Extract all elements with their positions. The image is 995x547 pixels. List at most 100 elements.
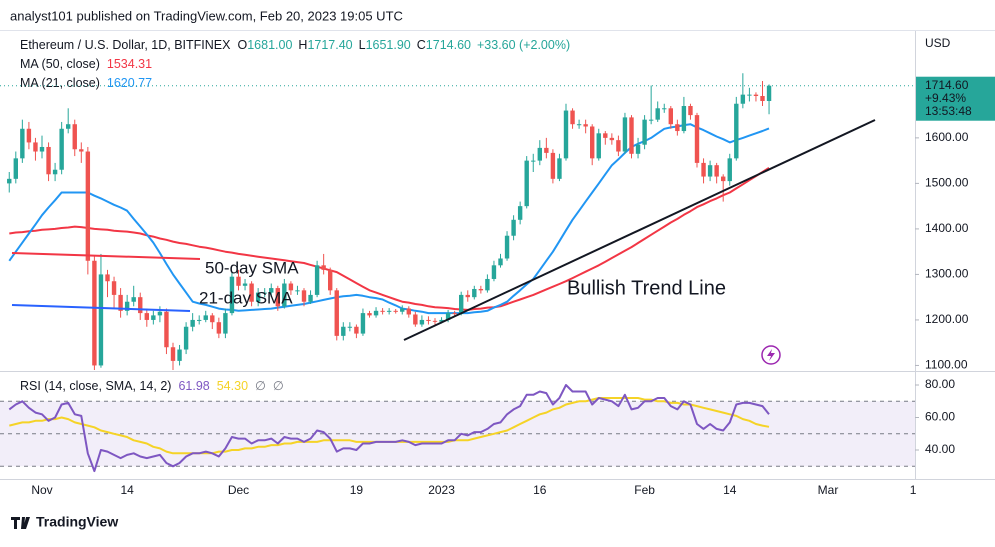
rsi-plot (0, 384, 915, 473)
event-icon-bolt (767, 349, 775, 361)
x-tick-label: 14 (723, 483, 737, 497)
legend-ohlc-label: O (237, 38, 247, 52)
rsi-tick-label: 80.00 (925, 377, 955, 391)
candle-body (295, 290, 300, 292)
legend-ohlc-label: C (417, 38, 426, 52)
countdown: 13:53:48 (925, 104, 972, 118)
candle-body (439, 319, 444, 322)
candle-body (721, 176, 726, 182)
candle-body (655, 108, 660, 120)
sma50-drawing (11, 252, 201, 260)
candle-body (229, 276, 235, 314)
y-tick-label: 1100.00 (925, 358, 968, 372)
candle-body (681, 106, 687, 132)
legend-rsi: RSI (14, close, SMA, 14, 2) 61.98 54.30 ∅ ∅ (20, 379, 284, 393)
legend-ma-value: 1620.77 (107, 76, 152, 90)
logo (11, 517, 30, 529)
legend-rsi-extra: ∅ (273, 379, 284, 393)
candle-body (13, 158, 18, 179)
candle-body (328, 269, 333, 291)
candle-body (98, 274, 104, 366)
legend-ma-name: MA (21, close) (20, 76, 100, 90)
candle-body (144, 313, 149, 320)
candle-body (629, 117, 634, 154)
candle-body (334, 290, 339, 336)
legend-ma-name: MA (50, close) (20, 57, 100, 71)
candle-body (760, 95, 765, 102)
legend-rsi-value: 61.98 (178, 379, 209, 393)
legend-rsi-value: 54.30 (217, 379, 248, 393)
candle-body (576, 124, 582, 126)
candle-body (465, 294, 470, 298)
legend-symbol: Ethereum / U.S. Dollar, 1D, BITFINEX (20, 38, 231, 52)
candle-body (72, 124, 77, 150)
candle-body (524, 160, 529, 207)
event-icon[interactable] (761, 345, 781, 365)
legend-ma: MA (50, close) 1534.31 (20, 57, 152, 71)
candle-body (675, 124, 680, 132)
x-tick-label: Mar (818, 483, 839, 497)
x-tick-label: Nov (31, 483, 52, 497)
candle-body (452, 313, 457, 315)
legend-ohlc-value: 1714.60 (426, 38, 471, 52)
x-tick-label: 14 (120, 483, 134, 497)
candle-body (517, 206, 523, 220)
candle-body (52, 169, 58, 175)
candle-body (118, 294, 123, 311)
candle-body (753, 94, 759, 96)
candle-body (105, 274, 110, 282)
candle-body (321, 265, 326, 270)
candle-body (557, 158, 562, 179)
header: analyst101 published on TradingView.com,… (10, 8, 403, 23)
candle-body (203, 315, 208, 320)
legend-ma: MA (21, close) 1620.77 (20, 76, 152, 90)
candle-body (688, 106, 693, 116)
candle-body (367, 313, 372, 316)
candle-body (531, 160, 536, 162)
candle-body (79, 149, 84, 152)
candle-body (288, 283, 294, 291)
candle-body (85, 151, 91, 261)
candle-body (46, 146, 51, 175)
candle-body (314, 265, 320, 295)
candle-body (648, 119, 654, 121)
candle-body (485, 278, 490, 291)
legend-ohlc-label: H (298, 38, 307, 52)
rsi-tick-label: 40.00 (925, 442, 955, 456)
legend-ohlc-value: 1681.00 (247, 38, 292, 52)
candle-body (701, 162, 706, 177)
candle-body (419, 319, 425, 325)
candle-body (190, 319, 195, 327)
candle-body (694, 115, 700, 163)
candle-body (242, 283, 248, 286)
candle-body (249, 283, 254, 302)
footer: TradingView (11, 514, 118, 530)
rsi-line (8, 384, 770, 473)
candle-body (308, 294, 313, 302)
candle-body (668, 108, 673, 125)
candle-body (504, 235, 510, 259)
candle-body (707, 165, 713, 177)
candle-body (347, 326, 353, 328)
x-tick-label: 1 (910, 483, 917, 497)
last-price-tag (916, 76, 995, 121)
candle-body (498, 258, 503, 266)
candle-body (491, 265, 497, 279)
candle-body (183, 326, 189, 350)
candle-body (210, 315, 215, 323)
candle-body (197, 319, 202, 321)
candle-body (33, 142, 38, 152)
candle-body (255, 292, 261, 302)
currency-label: USD (925, 36, 951, 50)
annotation: 21-day SMA (199, 288, 293, 307)
annotation: 50-day SMA (205, 258, 299, 277)
candle-body (236, 276, 241, 286)
y-tick-label: 1500.00 (925, 176, 969, 190)
candle-body (459, 294, 464, 315)
candle-body (400, 308, 405, 312)
candle-body (380, 310, 385, 312)
candle-body (131, 297, 136, 302)
candle-body (563, 110, 569, 159)
x-tick-label: Feb (634, 483, 655, 497)
